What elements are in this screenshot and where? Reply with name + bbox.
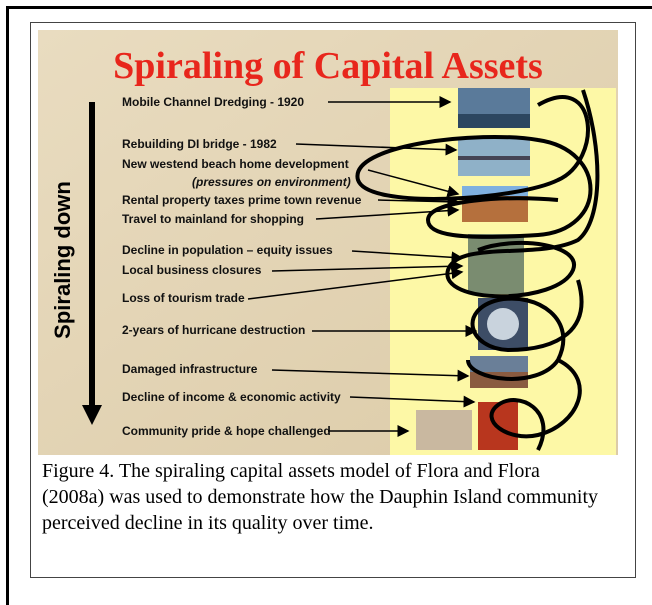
item-sub: (pressures on environment)	[192, 175, 351, 189]
photo-detail	[487, 308, 519, 340]
item: Mobile Channel Dredging - 1920	[122, 95, 304, 109]
item: Travel to mainland for shopping	[122, 212, 304, 226]
side-label: Spiraling down	[50, 181, 75, 339]
item: New westend beach home development	[122, 157, 349, 171]
slide-title: Spiraling of Capital Assets	[113, 45, 543, 87]
item: Decline of income & economic activity	[122, 390, 341, 404]
item: Loss of tourism trade	[122, 291, 245, 305]
item: 2-years of hurricane destruction	[122, 323, 305, 337]
caption: Figure 4. The spiraling capital assets m…	[42, 458, 602, 536]
photo	[416, 410, 472, 450]
item: Community pride & hope challenged	[122, 424, 331, 438]
item: Rebuilding DI bridge - 1982	[122, 137, 277, 151]
photo-detail	[458, 156, 530, 160]
item: Local business closures	[122, 263, 262, 277]
item: Rental property taxes prime town revenue	[122, 193, 362, 207]
item: Decline in population – equity issues	[122, 243, 333, 257]
item: Damaged infrastructure	[122, 362, 258, 376]
page: {"slide": {"title": "Spiraling of Capita…	[0, 0, 652, 605]
border	[6, 6, 9, 605]
slide: Spiraling of Capital Assets Spiraling do…	[38, 30, 618, 455]
photo-detail	[458, 114, 530, 128]
border	[6, 6, 652, 9]
